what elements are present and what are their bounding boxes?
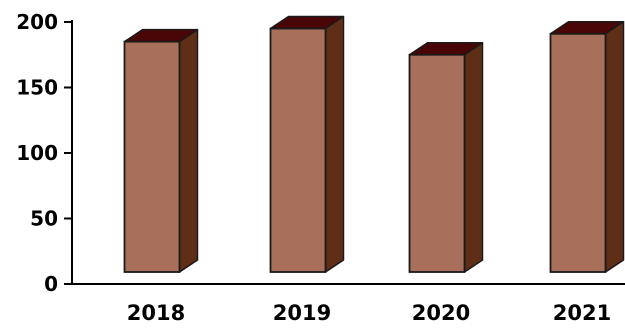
y-tick-label: 0 <box>44 272 58 296</box>
bar-2018 <box>123 28 199 273</box>
bars <box>123 15 625 273</box>
y-tick-label: 100 <box>16 141 58 165</box>
bar-front-face <box>269 27 327 273</box>
plot-area: 0 50 100 150 200 2018 2019 2020 2021 <box>16 10 625 325</box>
bar-side-face <box>604 21 625 273</box>
bar-side-face <box>178 28 199 273</box>
bar-side-face <box>463 42 484 273</box>
bar-front-face <box>408 53 466 273</box>
bar-front-face <box>549 32 607 273</box>
y-ticks: 0 50 100 150 200 <box>16 10 72 296</box>
y-tick-label: 50 <box>30 207 58 231</box>
x-category-label: 2020 <box>412 301 470 325</box>
bar-2019 <box>269 15 345 273</box>
x-category-labels: 2018 2019 2020 2021 <box>127 301 611 325</box>
x-category-label: 2018 <box>127 301 185 325</box>
x-category-label: 2021 <box>553 301 611 325</box>
bar-2020 <box>408 42 484 273</box>
bar-side-face <box>324 15 345 273</box>
y-tick-label: 150 <box>16 76 58 100</box>
bar-2021 <box>549 21 625 273</box>
x-category-label: 2019 <box>273 301 331 325</box>
y-tick-label: 200 <box>16 10 58 34</box>
bar-front-face <box>123 40 181 273</box>
